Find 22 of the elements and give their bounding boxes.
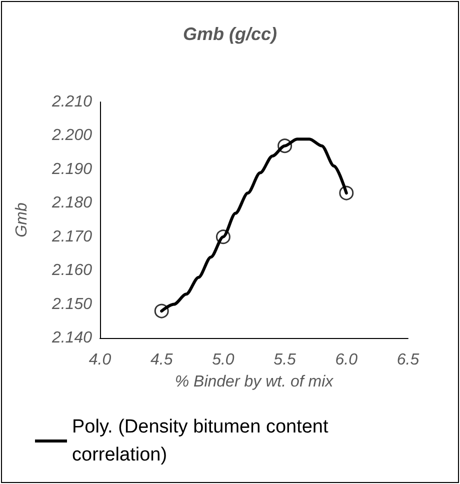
y-tick-label: 2.210: [50, 94, 92, 110]
point: [278, 138, 292, 154]
y-axis-title: Gmb: [14, 202, 30, 238]
y-tick-label: 2.190: [50, 160, 92, 178]
y-tick-label: 2.200: [50, 127, 92, 144]
x-tick-label: 5.0: [212, 352, 234, 368]
x-tick-label: 5.5: [274, 352, 296, 368]
y-tick-label: 2.160: [50, 262, 92, 280]
x-tick-label: 6.0: [335, 352, 358, 368]
x-tick-label: 4.5: [150, 352, 173, 368]
x-tick-label: 6.5: [396, 352, 420, 368]
x-axis-title: % Binder by wt. of mix: [174, 374, 334, 390]
chart-title: Gmb (g/cc): [182, 24, 278, 44]
point: [339, 186, 354, 200]
legend-label: Poly. (Density bitumen content correlation): [72, 416, 334, 466]
x-tick-label: 4.0: [88, 352, 112, 368]
point: [154, 304, 169, 318]
y-tick-label: 2.180: [50, 194, 92, 212]
y-tick-label: 2.140: [50, 330, 92, 346]
y-tick-label: 2.150: [50, 296, 92, 313]
point: [216, 230, 230, 244]
y-tick-label: 2.170: [50, 228, 92, 246]
